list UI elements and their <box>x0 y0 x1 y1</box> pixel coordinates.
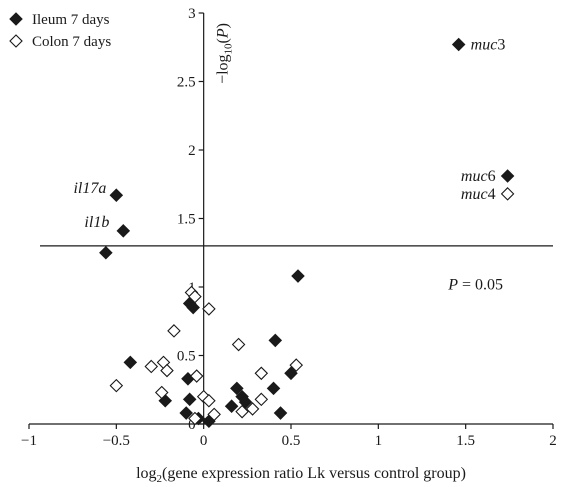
ileum-point <box>109 188 124 202</box>
ileum-point <box>123 355 138 370</box>
y-tick-label: 1.5 <box>177 212 196 228</box>
threshold-label: P = 0.05 <box>447 277 503 294</box>
colon-point <box>235 404 249 419</box>
point-label-muc6: muc6 <box>461 168 496 185</box>
legend-marker-ileum <box>9 12 23 26</box>
x-tick-label: −1 <box>21 433 37 449</box>
marks <box>99 37 515 429</box>
colon-point <box>196 389 211 404</box>
colon-point <box>189 369 204 383</box>
colon-point <box>109 378 124 393</box>
ileum-point <box>230 381 244 396</box>
colon-point <box>207 407 221 422</box>
colon-point <box>144 359 159 374</box>
y-tick-label: 3 <box>188 6 196 22</box>
colon-point <box>245 402 260 416</box>
y-tick-label: 2 <box>188 143 196 159</box>
y-axis-title: −log10(P) <box>215 23 235 84</box>
legend-label: Ileum 7 days <box>32 12 110 28</box>
ileum-point <box>273 406 288 420</box>
x-axis-title: log2(gene expression ratio Lk versus con… <box>136 465 466 485</box>
colon-point <box>188 411 202 426</box>
ileum-point <box>268 333 283 348</box>
ileum-point <box>182 392 197 407</box>
legend-label: Colon 7 days <box>32 34 111 50</box>
colon-point <box>202 302 216 316</box>
x-tick-label: 1.5 <box>456 433 475 449</box>
ileum-point <box>116 224 131 238</box>
legend-marker-colon <box>9 34 23 48</box>
colon-point <box>231 337 246 352</box>
point-label-muc3: muc3 <box>471 37 506 54</box>
ileum-point <box>284 366 298 381</box>
colon-point <box>167 324 181 338</box>
point-label-il1b: il1b <box>84 214 109 231</box>
ileum-point <box>99 245 113 260</box>
colon-point <box>500 187 515 201</box>
x-tick-label: 0.5 <box>282 433 301 449</box>
ileum-point <box>238 395 253 409</box>
colon-point <box>160 363 174 378</box>
ileum-point <box>500 169 515 183</box>
colon-point <box>254 392 269 407</box>
ileum-point <box>291 269 305 283</box>
point-label-il17a: il17a <box>73 180 106 197</box>
y-tick-label: 2.5 <box>177 75 196 91</box>
colon-point <box>202 393 216 408</box>
y-tick-label: 0.5 <box>177 349 196 365</box>
labels: P = 0.05 log2(gene expression ratio Lk ve… <box>9 12 506 485</box>
x-tick-label: 2 <box>549 433 557 449</box>
point-label-muc4: muc4 <box>461 186 496 203</box>
ileum-point <box>179 406 193 420</box>
x-tick-label: −0.5 <box>103 433 130 449</box>
colon-point <box>289 358 304 372</box>
x-tick-label: 1 <box>375 433 383 449</box>
colon-point <box>254 366 269 381</box>
colon-point <box>188 289 202 304</box>
ileum-point <box>224 399 239 413</box>
ileum-point <box>451 37 466 52</box>
y-tick-label: 0 <box>188 417 196 433</box>
ileum-point <box>186 300 200 315</box>
colon-point <box>154 385 169 400</box>
x-tick-label: 0 <box>200 433 208 449</box>
ileum-point <box>266 381 281 396</box>
